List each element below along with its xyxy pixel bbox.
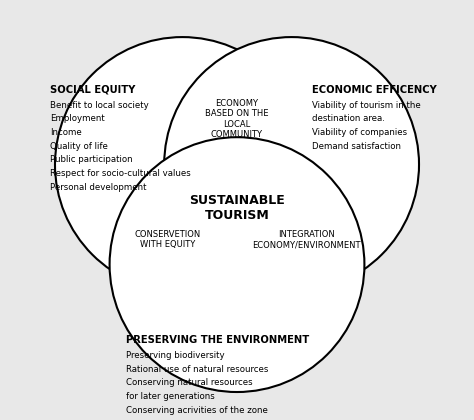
Text: Viability of companies: Viability of companies xyxy=(312,128,407,137)
Circle shape xyxy=(164,37,419,292)
Text: Preserving biodiversity: Preserving biodiversity xyxy=(126,351,224,360)
Text: Public participation: Public participation xyxy=(50,155,133,164)
Text: Income: Income xyxy=(50,128,82,137)
Text: Respect for socio-cultural values: Respect for socio-cultural values xyxy=(50,169,191,178)
Text: Employment: Employment xyxy=(50,114,105,123)
Text: ECONOMY
BASED ON THE
LOCAL
COMMUNITY: ECONOMY BASED ON THE LOCAL COMMUNITY xyxy=(205,99,269,139)
Text: Quality of life: Quality of life xyxy=(50,142,108,151)
Text: ECONOMIC EFFICENCY: ECONOMIC EFFICENCY xyxy=(312,85,437,95)
Text: Rational use of natural resources: Rational use of natural resources xyxy=(126,365,268,374)
Text: Viability of tourism in the: Viability of tourism in the xyxy=(312,101,421,110)
Text: Benefit to local society: Benefit to local society xyxy=(50,101,149,110)
Text: INTEGRATION
ECONOMY/ENVIRONMENT: INTEGRATION ECONOMY/ENVIRONMENT xyxy=(252,230,360,249)
Text: PRESERVING THE ENVIRONMENT: PRESERVING THE ENVIRONMENT xyxy=(126,335,309,345)
Text: Personal development: Personal development xyxy=(50,183,147,192)
Text: Demand satisfaction: Demand satisfaction xyxy=(312,142,401,151)
Circle shape xyxy=(55,37,310,292)
Text: Conserving acrivities of the zone: Conserving acrivities of the zone xyxy=(126,406,267,415)
Text: CONSERVETION
WITH EQUITY: CONSERVETION WITH EQUITY xyxy=(135,230,201,249)
Text: destination area.: destination area. xyxy=(312,114,385,123)
Text: SOCIAL EQUITY: SOCIAL EQUITY xyxy=(50,85,136,95)
Text: for later generations: for later generations xyxy=(126,392,214,401)
Text: Conserving natural resources: Conserving natural resources xyxy=(126,378,252,387)
Circle shape xyxy=(109,137,365,392)
Text: SUSTAINABLE
TOURISM: SUSTAINABLE TOURISM xyxy=(189,194,285,222)
